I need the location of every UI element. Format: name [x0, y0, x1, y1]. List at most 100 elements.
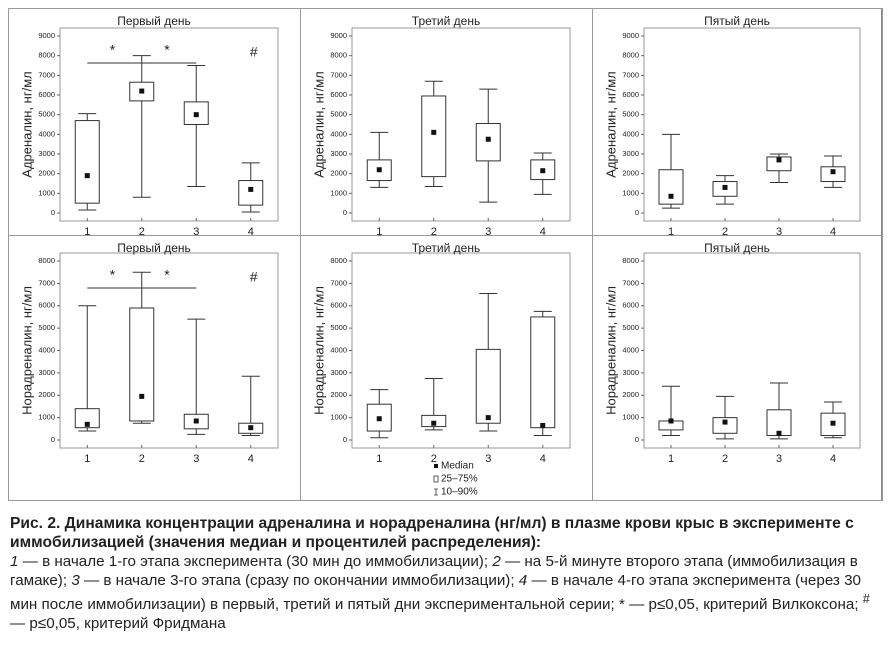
x-tick-label: 1 [376, 226, 382, 238]
median [540, 168, 546, 174]
legend-swatch [434, 464, 438, 468]
y-tick-label: 3000 [38, 149, 55, 158]
panel-title: Первый день [117, 14, 191, 28]
y-tick-label: 6000 [622, 301, 639, 310]
y-tick-label: 7000 [38, 70, 55, 79]
y-tick-label: 9000 [330, 31, 347, 40]
box [766, 156, 792, 172]
median [722, 184, 728, 190]
box [74, 120, 100, 204]
y-tick-label: 2000 [38, 390, 55, 399]
y-tick-label: 3000 [622, 368, 639, 377]
caption-sup: # [862, 592, 870, 606]
y-tick-label: 7000 [622, 278, 639, 287]
y-tick-label: 5000 [622, 323, 639, 332]
x-tick-label: 4 [540, 226, 546, 238]
median [431, 420, 437, 426]
x-tick-label: 2 [722, 226, 728, 238]
x-tick-label: 2 [431, 226, 437, 238]
y-tick-label: 0 [51, 435, 55, 444]
median [776, 430, 782, 436]
x-tick-label: 1 [668, 226, 674, 238]
y-tick-label: 3000 [38, 368, 55, 377]
y-tick-label: 2000 [622, 169, 639, 178]
y-tick-label: 4000 [330, 129, 347, 138]
x-tick-label: 3 [485, 453, 491, 465]
panel-frame [300, 8, 593, 236]
annotation: * [164, 42, 170, 58]
caption-num: 2 [492, 553, 501, 570]
y-tick-label: 5000 [622, 110, 639, 119]
x-tick-label: 1 [376, 453, 382, 465]
y-tick-label: 5000 [38, 110, 55, 119]
y-tick-label: 0 [343, 208, 347, 217]
caption-num: 3 [71, 572, 80, 589]
median [776, 157, 782, 163]
y-tick-label: 2000 [330, 169, 347, 178]
median [668, 193, 674, 199]
legend-swatch [434, 488, 438, 496]
x-tick-label: 4 [540, 453, 546, 465]
y-tick-label: 2000 [622, 390, 639, 399]
median [668, 418, 674, 424]
y-tick-label: 4000 [38, 129, 55, 138]
x-tick-label: 3 [193, 226, 199, 238]
y-tick-label: 9000 [38, 31, 55, 40]
y-tick-label: 2000 [38, 169, 55, 178]
y-tick-label: 7000 [38, 278, 55, 287]
caption: Рис. 2. Динамика концентрации адреналина… [10, 514, 882, 633]
y-tick-label: 7000 [330, 278, 347, 287]
x-tick-label: 4 [830, 453, 836, 465]
box [238, 180, 264, 206]
y-tick-label: 1000 [38, 413, 55, 422]
caption-title: Рис. 2. Динамика концентрации адреналина… [10, 515, 854, 551]
x-tick-label: 1 [668, 453, 674, 465]
panel-title: Пятый день [704, 241, 770, 255]
median [485, 136, 491, 142]
y-tick-label: 0 [635, 435, 639, 444]
y-tick-label: 6000 [330, 301, 347, 310]
caption-text: — p≤0,05, критерий Фридмана [10, 615, 226, 633]
x-tick-label: 4 [248, 453, 254, 465]
y-tick-label: 8000 [330, 256, 347, 265]
x-tick-label: 4 [830, 226, 836, 238]
median [84, 173, 90, 179]
panel-title: Первый день [117, 241, 191, 255]
panel-title: Третий день [412, 241, 480, 255]
y-tick-label: 8000 [330, 51, 347, 60]
x-tick-label: 2 [431, 453, 437, 465]
median [139, 393, 145, 399]
y-tick-label: 1000 [622, 188, 639, 197]
box [129, 307, 155, 422]
median [830, 420, 836, 426]
median [248, 425, 254, 431]
caption-num: 1 [10, 553, 19, 570]
y-tick-label: 8000 [38, 51, 55, 60]
median [84, 421, 90, 427]
x-tick-label: 2 [722, 453, 728, 465]
y-tick-label: 5000 [330, 323, 347, 332]
median [431, 129, 437, 135]
panel-frame [592, 8, 883, 236]
y-axis-label: Норадреналин, нг/мл [311, 286, 326, 415]
y-tick-label: 6000 [38, 301, 55, 310]
y-tick-label: 5000 [330, 110, 347, 119]
y-axis-label: Норадреналин, нг/мл [19, 286, 34, 415]
panel-title: Пятый день [704, 14, 770, 28]
panel-frame [592, 235, 883, 501]
caption-text: — в начале 3-го этапа (сразу по окончани… [79, 572, 519, 589]
box [712, 417, 738, 434]
y-tick-label: 9000 [622, 31, 639, 40]
y-tick-label: 4000 [622, 345, 639, 354]
legend-swatch [433, 475, 439, 483]
y-tick-label: 1000 [38, 188, 55, 197]
y-tick-label: 4000 [330, 345, 347, 354]
y-tick-label: 8000 [622, 256, 639, 265]
median [248, 186, 254, 192]
y-tick-label: 5000 [38, 323, 55, 332]
y-axis-label: Адреналин, нг/мл [311, 71, 326, 177]
x-tick-label: 3 [193, 453, 199, 465]
x-tick-label: 2 [139, 453, 145, 465]
y-tick-label: 7000 [622, 70, 639, 79]
